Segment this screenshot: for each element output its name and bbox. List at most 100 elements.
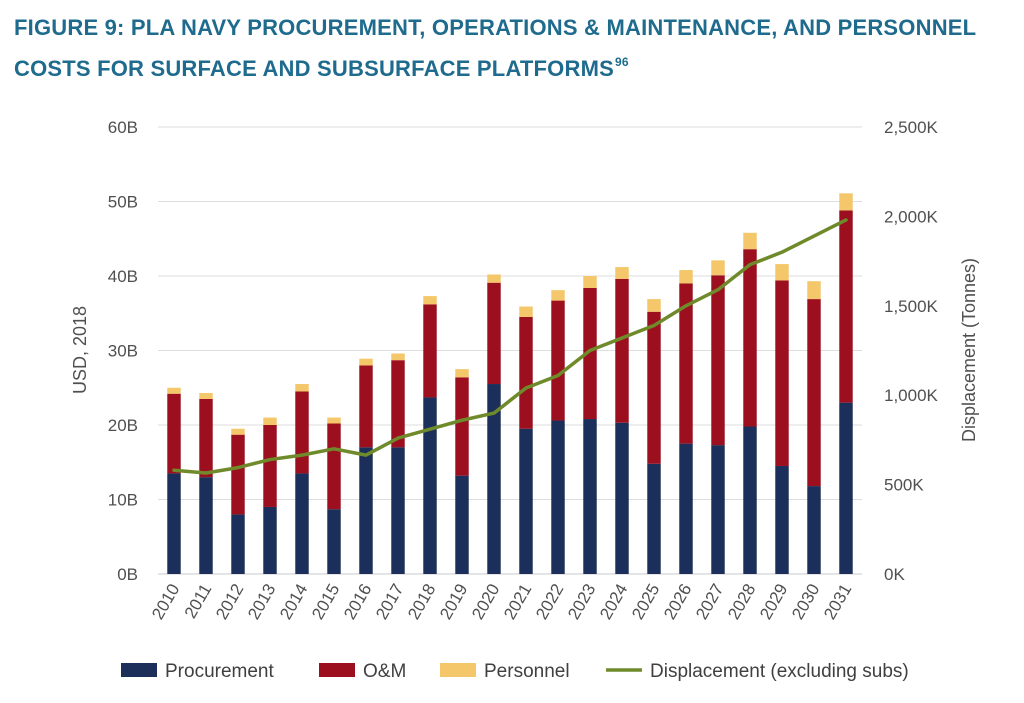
bar-personnel (679, 270, 693, 284)
x-tick-label: 2021 (500, 581, 535, 623)
bar-procurement (327, 509, 341, 574)
y2-tick-label: 2,000K (884, 207, 939, 226)
bar-procurement (711, 445, 725, 574)
y2-tick-label: 1,500K (884, 297, 939, 316)
bar-personnel (519, 306, 533, 317)
bar-procurement (295, 473, 309, 574)
bar-personnel (743, 232, 757, 250)
legend-label-displacement-excluding-subs-: Displacement (excluding subs) (650, 661, 909, 682)
y-tick-label: 10B (108, 491, 138, 510)
legend-swatch-personnel (440, 663, 476, 677)
bar-o-m (359, 365, 373, 448)
bar-o-m (615, 278, 629, 423)
x-tick-label: 2013 (244, 581, 279, 623)
bar-o-m (391, 360, 405, 448)
bar-personnel (391, 353, 405, 361)
bar-o-m (551, 300, 565, 421)
y-axis-left-ticks: 0B 10B 20B 30B 40B 50B 60B (108, 118, 138, 584)
bar-o-m (743, 249, 757, 427)
bar-procurement (487, 384, 501, 574)
bar-procurement (583, 419, 597, 574)
bar-o-m (807, 299, 821, 487)
bar-personnel (423, 296, 437, 305)
bar-personnel (711, 260, 725, 276)
x-tick-label: 2014 (276, 581, 311, 623)
figure-title: FIGURE 9: PLA NAVY PROCUREMENT, OPERATIO… (14, 10, 1014, 86)
y-axis-left-title: USD, 2018 (70, 306, 90, 394)
y2-tick-label: 500K (884, 476, 924, 495)
x-tick-label: 2017 (372, 581, 407, 623)
bar-personnel (583, 276, 597, 288)
bar-o-m (775, 280, 789, 466)
bar-procurement (359, 447, 373, 574)
x-tick-label: 2030 (788, 581, 823, 623)
bar-o-m (231, 434, 245, 515)
bar-personnel (359, 358, 373, 366)
x-tick-label: 2010 (148, 581, 183, 623)
bar-o-m (583, 287, 597, 420)
y-tick-label: 30B (108, 342, 138, 361)
line-displacement (172, 218, 848, 475)
y-axis-right-title: Displacement (Tonnes) (959, 258, 979, 442)
bar-personnel (551, 290, 565, 301)
y-tick-label: 50B (108, 193, 138, 212)
bar-o-m (295, 391, 309, 474)
bar-o-m (839, 210, 853, 403)
bar-procurement (519, 428, 533, 574)
y2-tick-label: 0K (884, 565, 905, 584)
y-tick-label: 20B (108, 416, 138, 435)
bar-procurement (839, 402, 853, 574)
bar-o-m (167, 393, 181, 474)
bar-procurement (647, 463, 661, 574)
x-tick-label: 2012 (212, 581, 247, 623)
bar-o-m (679, 283, 693, 444)
legend-label-procurement: Procurement (165, 661, 274, 682)
figure-title-text: FIGURE 9: PLA NAVY PROCUREMENT, OPERATIO… (14, 15, 976, 81)
bar-procurement (455, 475, 469, 574)
bar-personnel (295, 384, 309, 392)
bar-procurement (167, 473, 181, 574)
x-tick-label: 2016 (340, 581, 375, 623)
bar-personnel (231, 428, 245, 435)
bar-procurement (615, 422, 629, 574)
x-tick-label: 2020 (468, 581, 503, 623)
bar-o-m (199, 398, 213, 478)
legend-swatch-procurement (121, 663, 157, 677)
x-tick-label: 2019 (436, 581, 471, 623)
bar-personnel (807, 281, 821, 300)
x-tick-label: 2011 (181, 581, 216, 622)
bar-personnel (615, 267, 629, 279)
bar-personnel (839, 193, 853, 211)
y2-tick-label: 2,500K (884, 118, 939, 137)
legend: Procurement O&M Personnel Displacement (exc… (121, 661, 909, 682)
bar-procurement (775, 465, 789, 574)
legend-label-o-m: O&M (363, 661, 406, 682)
x-tick-label: 2018 (404, 581, 439, 623)
bar-o-m (519, 316, 533, 429)
bar-o-m (487, 282, 501, 385)
bar-procurement (551, 420, 565, 574)
bar-personnel (455, 369, 469, 378)
bar-personnel (167, 387, 181, 394)
bar-procurement (423, 397, 437, 574)
x-tick-label: 2028 (724, 581, 759, 623)
bar-personnel (647, 299, 661, 312)
bar-personnel (487, 274, 501, 283)
bar-personnel (775, 264, 789, 281)
bar-series (167, 193, 853, 574)
bar-o-m (455, 377, 469, 476)
line-series (172, 218, 848, 475)
bar-o-m (263, 425, 277, 507)
bar-procurement (807, 486, 821, 574)
bar-personnel (263, 417, 277, 425)
y-tick-label: 40B (108, 267, 138, 286)
x-tick-label: 2022 (532, 581, 567, 623)
x-tick-label: 2015 (308, 581, 343, 623)
bar-o-m (647, 311, 661, 464)
bar-personnel (327, 417, 341, 424)
y-tick-label: 0B (117, 565, 138, 584)
bar-procurement (743, 426, 757, 574)
x-tick-label: 2027 (692, 581, 727, 623)
legend-label-personnel: Personnel (484, 661, 570, 682)
